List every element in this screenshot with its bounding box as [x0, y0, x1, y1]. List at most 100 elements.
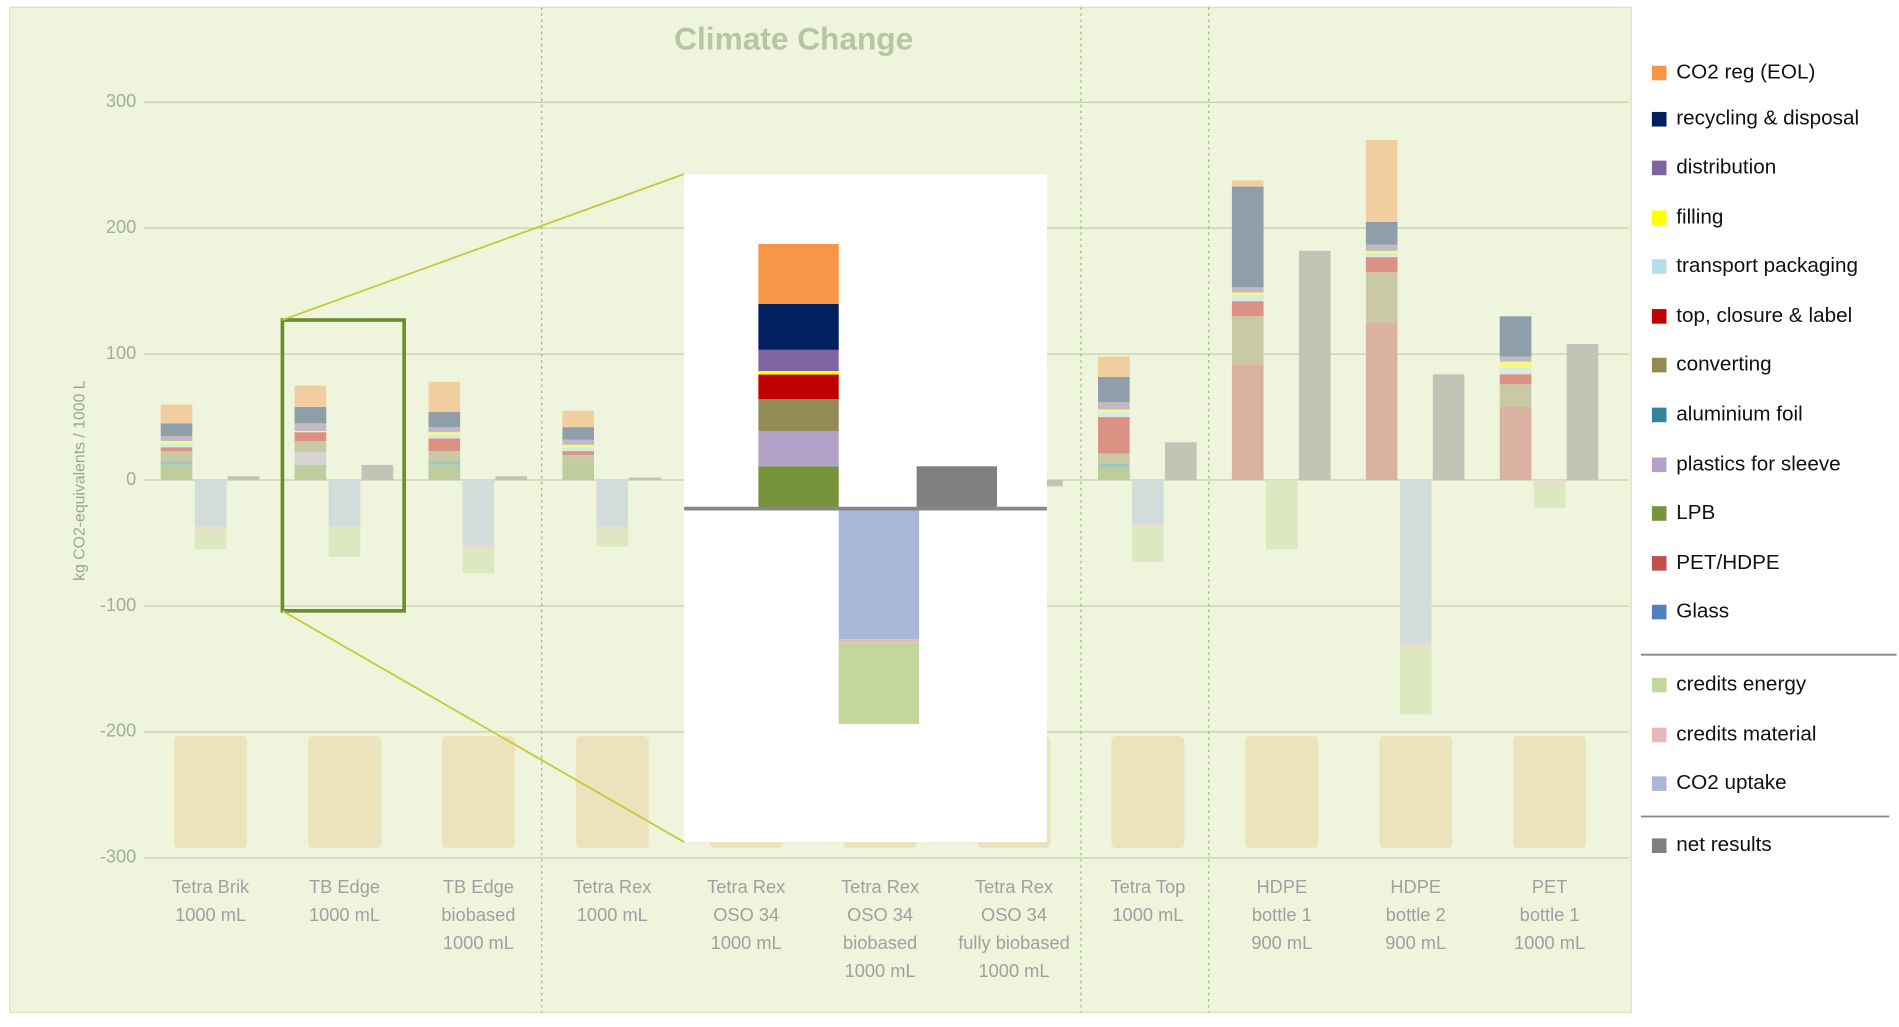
bar-segment: [160, 464, 193, 481]
x-tick-label: OSO 34: [713, 904, 779, 925]
bar-segment: [562, 439, 595, 445]
zoom-connector: [282, 173, 685, 321]
bar-segment: [160, 443, 193, 448]
legend-label: plastics for sleeve: [1676, 452, 1840, 475]
bar-segment: [160, 461, 193, 465]
y-tick-label: -200: [100, 720, 137, 741]
bar-segment: [1098, 356, 1130, 377]
bar-segment: [462, 545, 495, 550]
bar-segment: [294, 464, 327, 481]
x-tick-label: fully biobased: [958, 932, 1070, 953]
x-tick-label: 1000 mL: [577, 904, 648, 925]
package-icon: [575, 736, 649, 849]
bar-segment: [1499, 361, 1532, 368]
bar-segment: [562, 447, 595, 452]
bar-segment: [1365, 244, 1398, 251]
bar-segment: [1231, 180, 1264, 187]
legend-swatch: [1651, 677, 1667, 693]
chart-title: Climate Change: [674, 21, 913, 57]
x-tick-label: 1000 mL: [175, 904, 246, 925]
bar-segment: [194, 480, 227, 527]
bar-segment: [562, 454, 595, 464]
y-tick-label: 0: [126, 468, 136, 489]
x-tick-label: Tetra Rex: [975, 876, 1053, 897]
bar-segment: [1399, 480, 1432, 644]
legend-label: filling: [1676, 205, 1723, 228]
bar-segment: [160, 423, 193, 436]
x-tick-label: HDPE: [1390, 876, 1441, 897]
bar-segment: [758, 371, 839, 375]
bar-segment: [194, 529, 227, 550]
legend-label: PET/HDPE: [1676, 551, 1779, 574]
legend-swatch: [1651, 357, 1667, 373]
legend-label: Glass: [1676, 600, 1729, 623]
bar-segment: [1365, 257, 1398, 273]
x-tick-label: OSO 34: [981, 904, 1047, 925]
package-icon: [1245, 736, 1319, 849]
bar-segment: [328, 526, 361, 528]
bar-segment: [1098, 409, 1130, 413]
bar-segment: [1132, 524, 1164, 527]
bar-segment: [160, 435, 193, 441]
bar-segment: [1098, 401, 1130, 410]
bar-segment: [916, 466, 997, 509]
bar-segment: [294, 430, 327, 433]
package-icon: [1513, 736, 1587, 849]
package-icon: [307, 736, 382, 849]
bar-segment: [428, 432, 461, 435]
bar-segment: [1533, 482, 1566, 508]
bar-segment: [294, 385, 327, 407]
legend-swatch: [1651, 556, 1667, 571]
bar-segment: [1231, 316, 1264, 365]
bar-segment: [758, 430, 839, 467]
x-tick-label: Tetra Brik: [172, 876, 250, 897]
bar-segment: [160, 404, 193, 424]
zoom-box: [280, 318, 406, 613]
x-tick-label: 1000 mL: [845, 960, 916, 981]
bar-segment: [758, 349, 839, 372]
bar-segment: [1132, 480, 1164, 525]
y-axis-label: kg CO2-equivalents / 1000 L: [72, 380, 89, 581]
bar-segment: [1365, 221, 1398, 245]
x-tick-label: Tetra Rex: [573, 876, 651, 897]
bar-segment: [1298, 250, 1331, 481]
x-tick-label: OSO 34: [847, 904, 913, 925]
bar-segment: [1098, 412, 1130, 418]
bar-segment: [838, 639, 920, 643]
package-icon: [441, 736, 515, 849]
legend-label: CO2 reg (EOL): [1676, 60, 1815, 83]
bar-segment: [1533, 480, 1566, 483]
bar-segment: [1365, 139, 1398, 222]
bar-segment: [1231, 301, 1264, 317]
legend-label: recycling & disposal: [1676, 107, 1859, 130]
bar-segment: [227, 476, 260, 481]
x-tick-label: bottle 2: [1386, 904, 1446, 925]
legend-label: transport packaging: [1676, 254, 1858, 277]
legend-swatch: [1651, 309, 1667, 324]
axis-labels: -300 -200 -100 0 100 200 300 Tetra Brik 1000 mL T…: [100, 90, 1585, 981]
y-tick-label: -100: [100, 594, 137, 615]
x-tick-label: Tetra Top: [1111, 876, 1186, 897]
bar-segment: [1098, 467, 1130, 481]
x-tick-label: biobased: [843, 932, 917, 953]
bar-segment: [1266, 480, 1298, 550]
x-tick-label: TB Edge: [443, 876, 514, 897]
bar-segment: [1499, 384, 1532, 407]
bar-segment: [428, 461, 461, 465]
bar-segment: [758, 399, 839, 431]
x-tick-label: 1000 mL: [978, 960, 1049, 981]
bar-segment: [160, 447, 193, 452]
bar-segment: [428, 464, 461, 481]
x-tick-label: HDPE: [1256, 876, 1307, 897]
x-tick-label: Tetra Rex: [707, 876, 785, 897]
bar-segment: [1499, 356, 1532, 362]
legend-label: aluminium foil: [1676, 402, 1802, 425]
bar-segment: [1566, 344, 1599, 481]
bar-segment: [160, 451, 193, 462]
bar-segment: [629, 477, 661, 481]
y-tick-label: -300: [100, 846, 137, 867]
legend-label: distribution: [1676, 155, 1776, 178]
zoom-plot: [684, 243, 1047, 724]
bar-segment: [294, 432, 327, 441]
